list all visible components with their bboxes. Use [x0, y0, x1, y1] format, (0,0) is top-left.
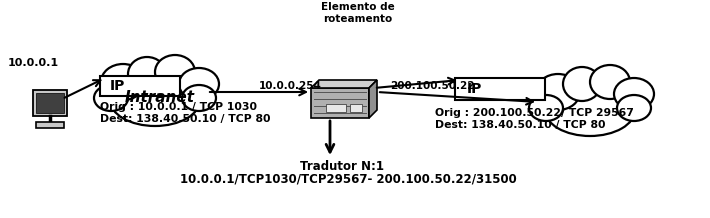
Text: Dest: 138.40.50.10 / TCP 80: Dest: 138.40.50.10 / TCP 80: [100, 114, 271, 124]
Text: 10.0.0.1/TCP1030/TCP29567- 200.100.50.22/31500: 10.0.0.1/TCP1030/TCP29567- 200.100.50.22…: [180, 172, 517, 185]
Ellipse shape: [590, 65, 630, 99]
Text: Orig : 10.0.0.1 / TCP 1030: Orig : 10.0.0.1 / TCP 1030: [100, 102, 257, 112]
FancyBboxPatch shape: [36, 122, 64, 128]
FancyBboxPatch shape: [455, 78, 545, 100]
Ellipse shape: [536, 74, 580, 110]
Text: Dest: 138.40.50.10 / TCP 80: Dest: 138.40.50.10 / TCP 80: [435, 120, 606, 130]
Ellipse shape: [155, 55, 195, 89]
Polygon shape: [311, 80, 377, 88]
FancyBboxPatch shape: [326, 104, 346, 112]
FancyBboxPatch shape: [100, 76, 180, 96]
Ellipse shape: [101, 64, 145, 100]
Ellipse shape: [563, 67, 601, 101]
Ellipse shape: [545, 84, 635, 136]
FancyBboxPatch shape: [36, 93, 64, 113]
Text: 10.0.0.254: 10.0.0.254: [258, 81, 322, 91]
Text: Intranet: Intranet: [125, 90, 195, 106]
Ellipse shape: [617, 95, 651, 121]
Ellipse shape: [529, 95, 563, 121]
Ellipse shape: [128, 57, 166, 91]
Ellipse shape: [94, 85, 128, 111]
Text: 200.100.50.22: 200.100.50.22: [390, 81, 474, 91]
Ellipse shape: [179, 68, 219, 100]
Ellipse shape: [182, 85, 216, 111]
Polygon shape: [369, 80, 377, 118]
Text: IP: IP: [110, 79, 126, 93]
Ellipse shape: [614, 78, 654, 110]
Text: Orig : 200.100.50.22/ TCP 29567: Orig : 200.100.50.22/ TCP 29567: [435, 108, 634, 118]
Text: IP: IP: [467, 82, 482, 96]
Text: 10.0.0.1: 10.0.0.1: [8, 58, 59, 68]
Ellipse shape: [110, 74, 200, 126]
Text: Tradutor N:1: Tradutor N:1: [300, 160, 384, 173]
Polygon shape: [311, 88, 369, 118]
FancyBboxPatch shape: [350, 104, 362, 112]
FancyBboxPatch shape: [33, 90, 67, 116]
Text: Elemento de
roteamento: Elemento de roteamento: [321, 2, 395, 24]
